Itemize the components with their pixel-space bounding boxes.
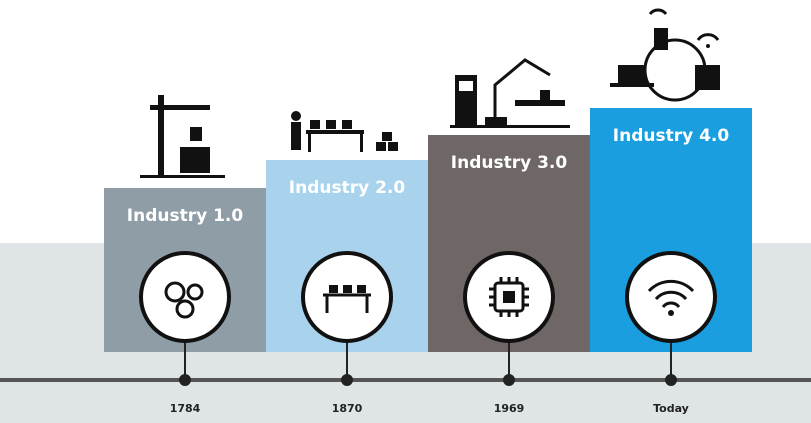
iot-illustration	[610, 10, 720, 100]
stage-label: Industry 1.0	[127, 206, 244, 226]
year-label: 1784	[170, 402, 201, 415]
timeline-dot	[341, 374, 353, 386]
stage-label: Industry 4.0	[613, 126, 730, 146]
page: Industry 1.0 1784 Industry 2.0 1870 Industry…	[0, 0, 811, 423]
stage-icon	[489, 277, 529, 317]
icon-circle	[303, 253, 391, 341]
diagram: Industry 1.0 1784 Industry 2.0 1870 Industry…	[0, 0, 811, 423]
robot-illustration	[450, 60, 570, 128]
year-label: Today	[653, 402, 689, 415]
icon-circle	[627, 253, 715, 341]
timeline-dot	[179, 374, 191, 386]
timeline-dot	[665, 374, 677, 386]
timeline-dot	[503, 374, 515, 386]
factory-illustration	[140, 95, 225, 178]
timeline	[0, 378, 811, 382]
year-label: 1870	[332, 402, 363, 415]
assembly-illustration	[291, 111, 398, 152]
stage-label: Industry 2.0	[289, 178, 406, 198]
icon-circle	[141, 253, 229, 341]
year-label: 1969	[494, 402, 525, 415]
stage-label: Industry 3.0	[451, 153, 568, 173]
